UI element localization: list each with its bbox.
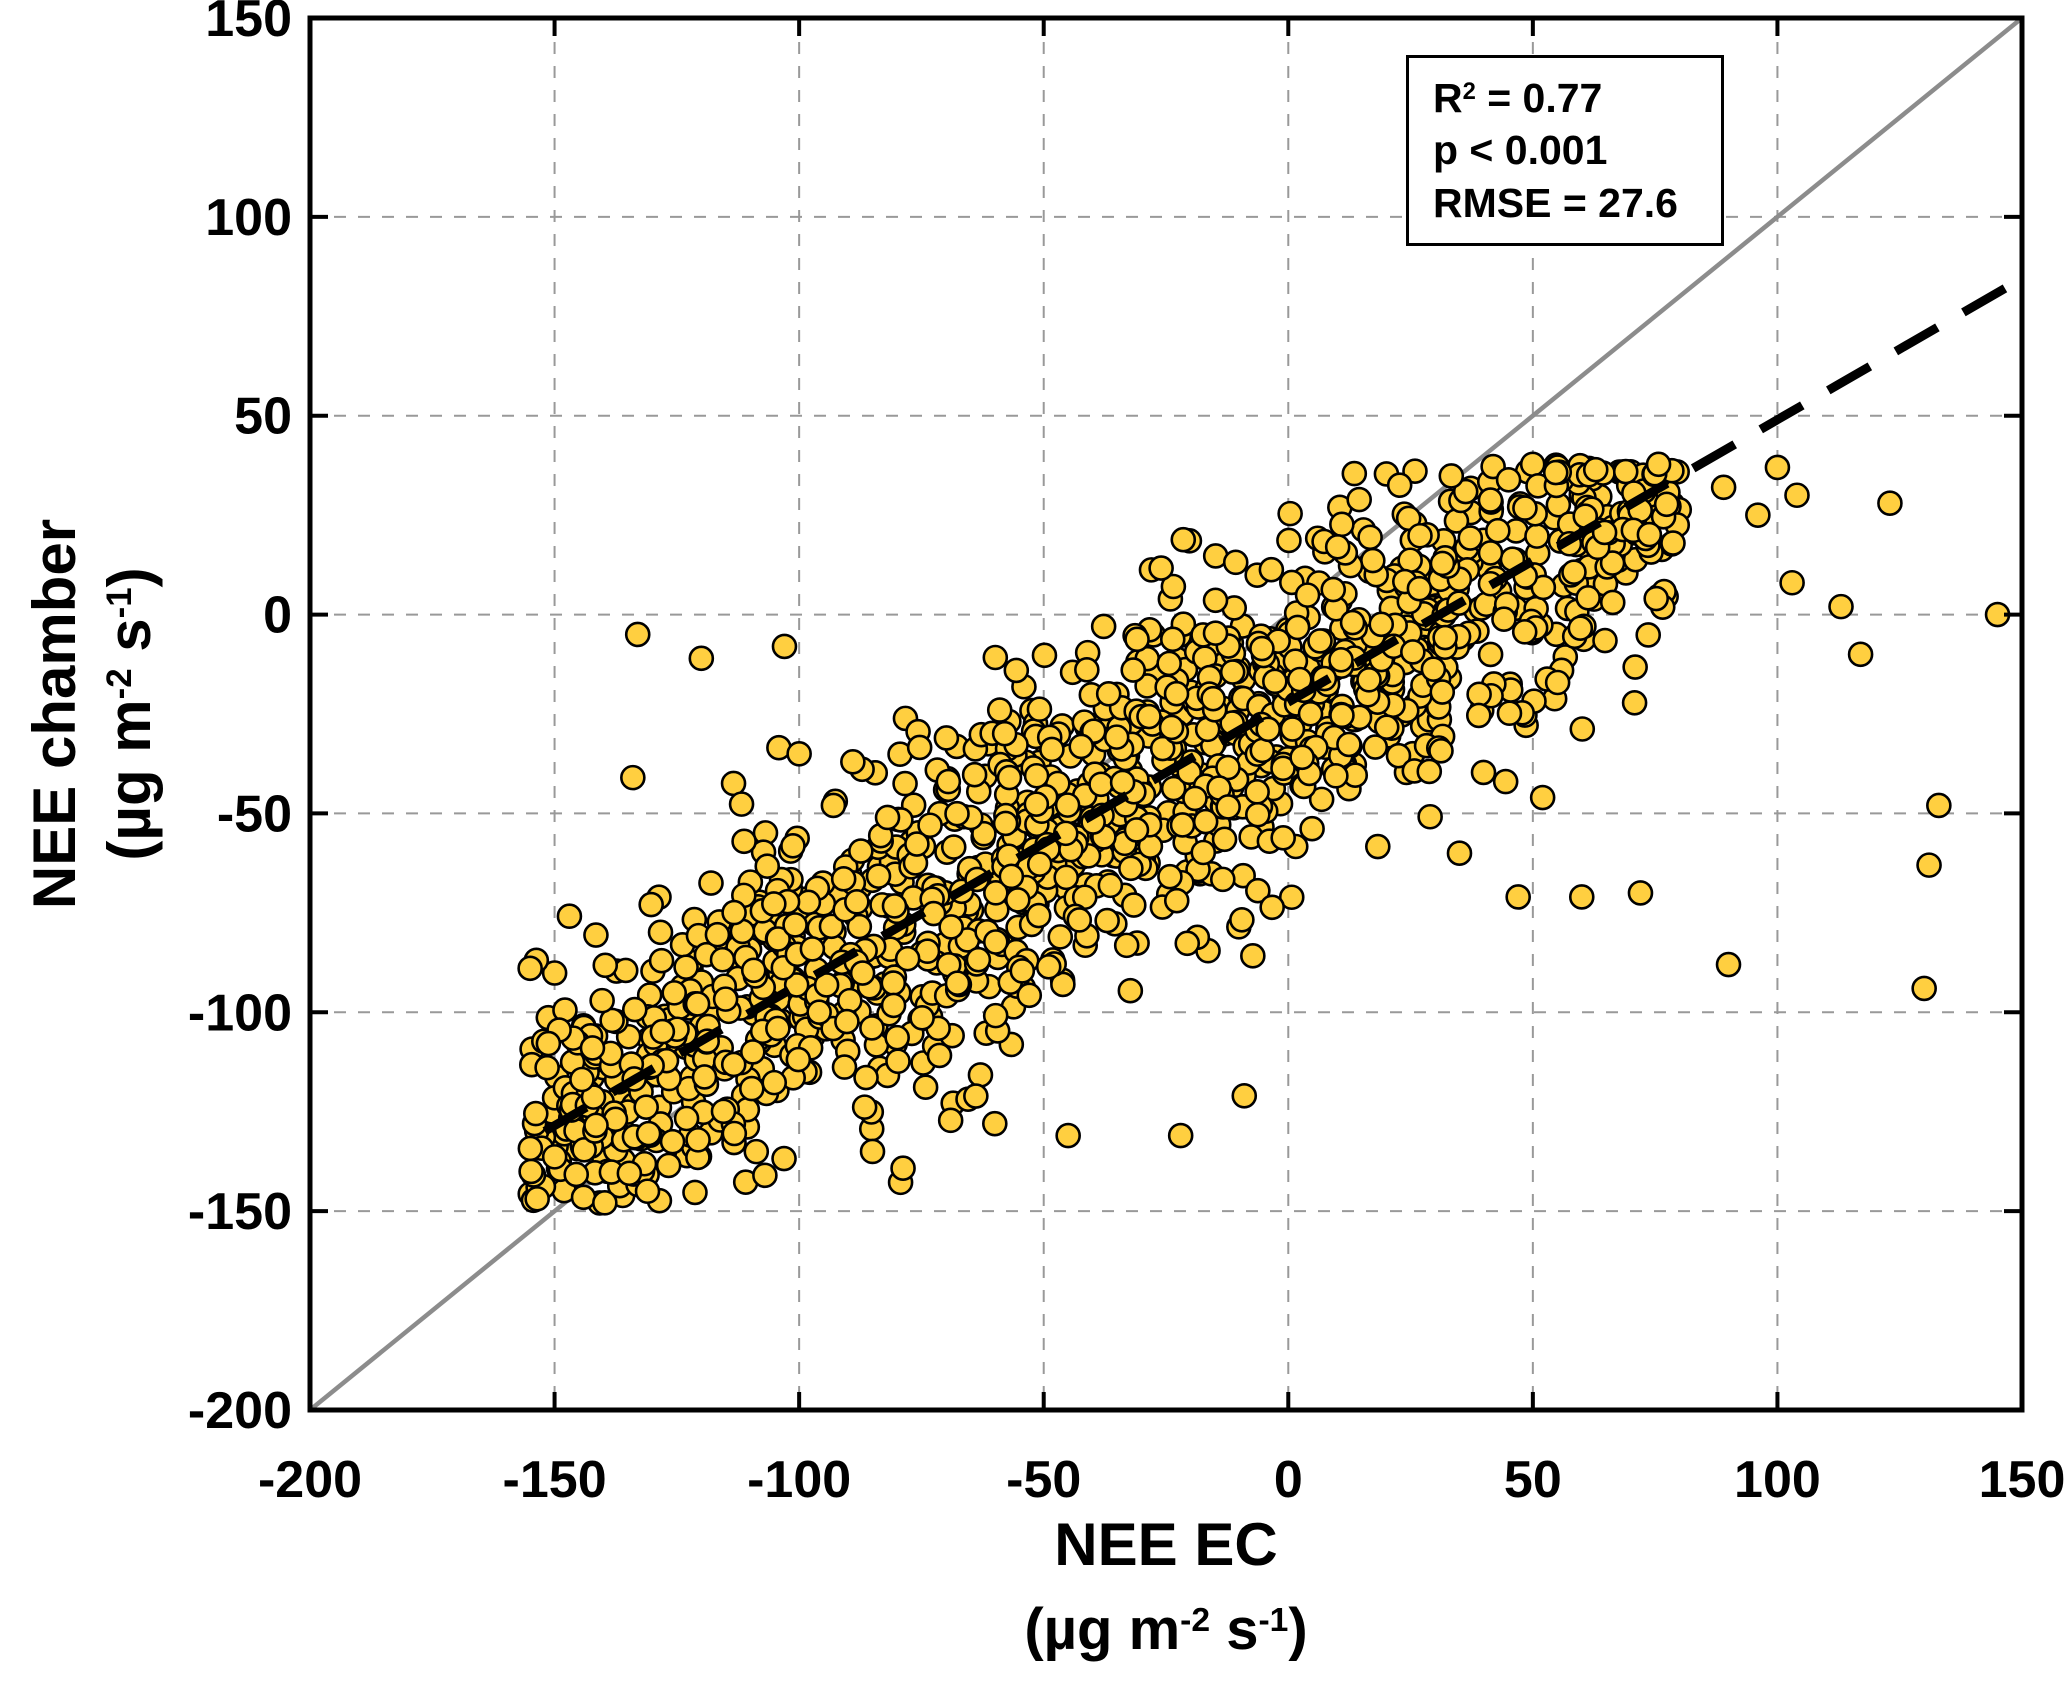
y-axis-unit: (µg m-2 s-1) [92,519,167,909]
x-unit-prefix: (µg m [1024,1597,1181,1662]
r-squared-base: R [1433,75,1463,121]
x-unit-sup2: -1 [1258,1601,1289,1639]
stats-annotation-box: R2 = 0.77 p < 0.001 RMSE = 27.6 [1406,55,1724,247]
tick-labels: -200 -150 -100 -50 0 50 100 150 -200 -150 -100 -50 0… [188,0,2065,1509]
rmse-line: RMSE = 27.6 [1433,179,1678,226]
y-tick-label: -150 [188,1183,292,1241]
x-tick-label: -100 [747,1451,851,1509]
y-unit-prefix: (µg m [96,699,163,861]
x-axis-title: NEE EC (µg m-2 s-1) [310,1515,2022,1659]
x-tick-label: 50 [1504,1451,1562,1509]
x-tick-label: -150 [503,1451,607,1509]
x-tick-label: 100 [1734,1451,1821,1509]
r-squared-value: = 0.77 [1475,75,1603,121]
r-squared-sup: 2 [1462,77,1476,105]
y-axis-title: NEE chamber (µg m-2 s-1) [17,519,167,909]
y-unit-mid: s [96,618,163,669]
x-tick-label: 0 [1274,1451,1303,1509]
r-squared-line: R2 = 0.77 [1433,72,1721,124]
x-unit-mid: s [1210,1597,1259,1662]
y-tick-label: 100 [205,189,292,247]
y-tick-label: -200 [188,1382,292,1440]
scatter-points-layer [517,451,2011,1216]
x-axis-name: NEE EC [1054,1511,1278,1578]
x-tick-label: -200 [258,1451,362,1509]
y-tick-label: 50 [234,388,292,446]
y-unit-sup1: -2 [99,668,139,700]
axes-frame [307,15,2025,1413]
x-axis-unit: (µg m-2 s-1) [310,1601,2022,1659]
x-unit-sup1: -2 [1180,1601,1211,1639]
x-tick-label: -50 [1006,1451,1081,1509]
y-axis-name: NEE chamber [21,518,88,910]
x-unit-suffix: ) [1288,1597,1308,1662]
y-tick-label: -100 [188,984,292,1042]
y-tick-label: 0 [263,587,292,645]
y-tick-label: -50 [217,785,292,843]
y-unit-suffix: ) [96,567,163,588]
x-tick-label: 150 [1979,1451,2066,1509]
y-unit-sup2: -1 [99,587,139,619]
regression-line [542,280,2015,1136]
y-tick-label: 150 [205,0,292,48]
p-value-line: p < 0.001 [1433,127,1608,174]
